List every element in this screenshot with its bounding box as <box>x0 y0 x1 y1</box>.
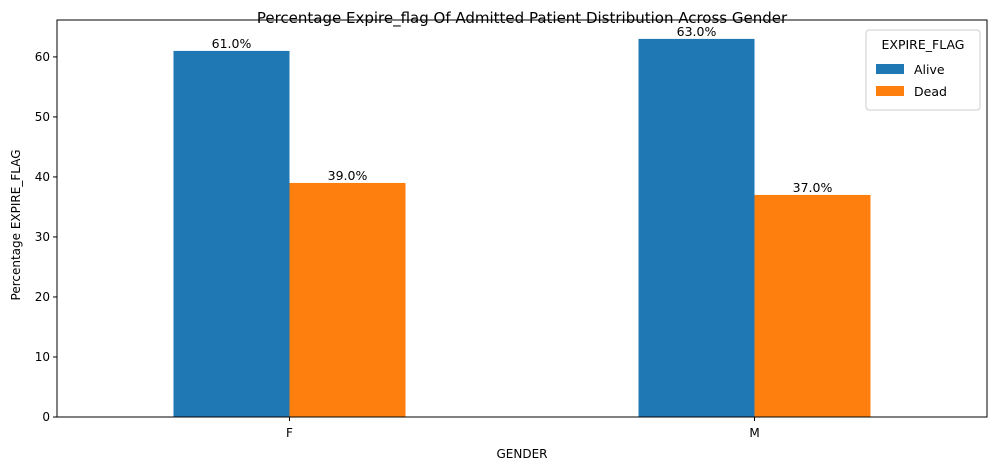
bar <box>289 182 406 417</box>
legend-entry-label: Dead <box>914 84 947 99</box>
y-tick-label: 30 <box>35 230 50 244</box>
y-tick-label: 10 <box>35 350 50 364</box>
x-tick-label: F <box>286 426 293 440</box>
x-tick-label: M <box>749 426 759 440</box>
y-tick-label: 60 <box>35 50 50 64</box>
bar <box>173 50 290 418</box>
bar-value-label: 63.0% <box>677 24 717 39</box>
bar-value-label: 61.0% <box>212 36 252 51</box>
legend-entry-label: Alive <box>914 62 945 77</box>
y-tick-label: 20 <box>35 290 50 304</box>
y-tick-label: 40 <box>35 170 50 184</box>
bar-value-label: 39.0% <box>328 168 368 183</box>
legend-swatch <box>876 64 904 74</box>
bar-value-label: 37.0% <box>793 180 833 195</box>
bar <box>754 194 871 417</box>
legend-title: EXPIRE_FLAG <box>882 37 965 52</box>
legend-swatch <box>876 86 904 96</box>
plot-area: 0 10 20 30 40 50 60 F 61.0% 39.0% M 63.0% 37.0% <box>35 24 871 440</box>
chart-title: Percentage Expire_flag Of Admitted Patie… <box>257 9 788 28</box>
y-tick-label: 50 <box>35 110 50 124</box>
bar <box>638 38 755 418</box>
y-axis-label: Percentage EXPIRE_FLAG <box>9 150 23 301</box>
x-axis-label: GENDER <box>496 447 547 461</box>
legend: EXPIRE_FLAG Alive Dead <box>865 29 981 111</box>
y-tick-label: 0 <box>42 410 50 424</box>
plot-frame <box>56 19 988 418</box>
